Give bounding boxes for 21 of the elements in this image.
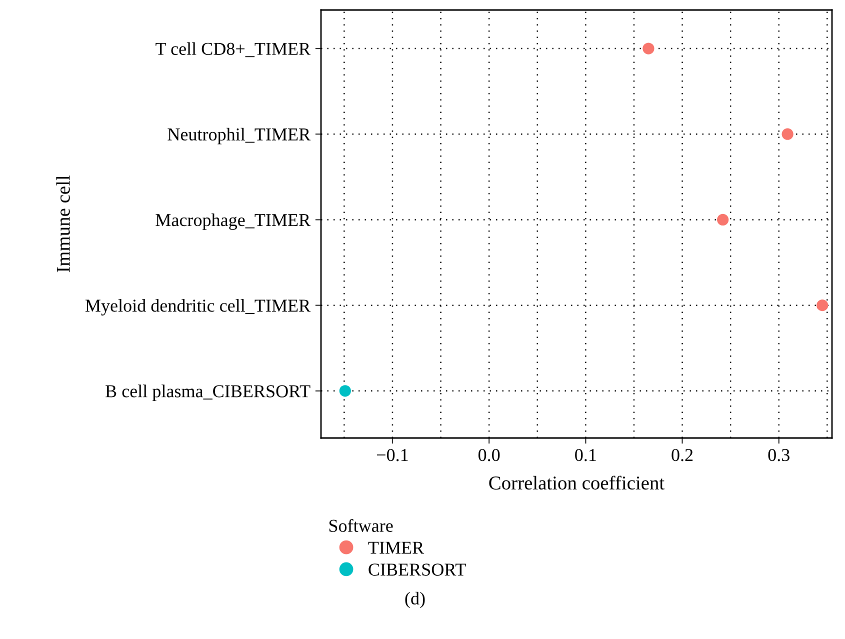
text: (d) [405, 592, 425, 608]
y-tick-label: T cell CD8+_TIMER [156, 42, 311, 58]
x-tick-label: 0.1 [575, 448, 596, 462]
x-tick-label: 0.0 [478, 448, 500, 462]
y-tick-label: Macrophage_TIMER [156, 213, 311, 230]
y-tick-label: B cell plasma_CIBERSORT [106, 384, 310, 402]
point [816, 300, 828, 312]
legend-label: TIMER [368, 542, 424, 554]
legend-title: Software [329, 519, 393, 532]
y-axis-title: Immune cell [56, 176, 70, 272]
y-tick-label: Myeloid dendritic cell_TIMER [85, 299, 311, 316]
point [717, 214, 729, 226]
y-tick-label: Neutrophil_TIMER [168, 128, 311, 144]
x-tick-label: −0.1 [377, 448, 408, 462]
point [782, 128, 794, 140]
x-tick-label: 0.3 [768, 448, 790, 462]
point [642, 42, 654, 54]
legend-label: CIBERSORT [368, 564, 466, 576]
point [339, 385, 351, 397]
x-axis-title: Correlation coefficient [489, 476, 664, 490]
x-tick-label: 0.2 [672, 448, 693, 462]
